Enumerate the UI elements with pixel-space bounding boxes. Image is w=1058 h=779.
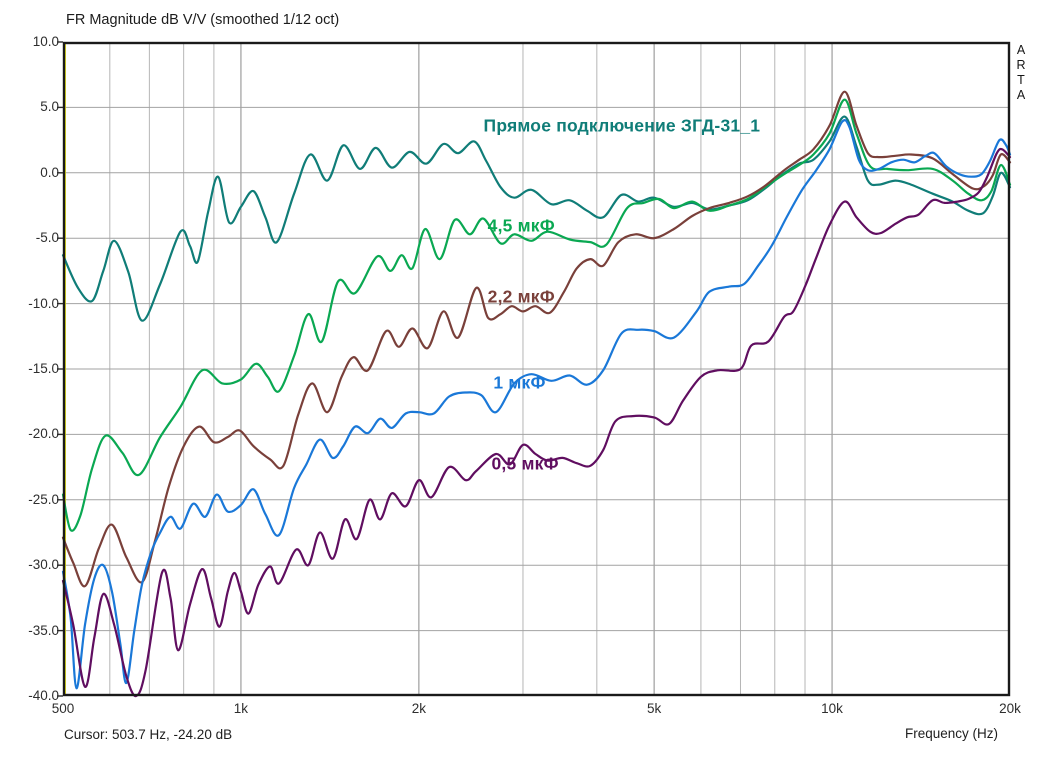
fr-magnitude-plot[interactable] [57,41,1012,698]
watermark-letter: A [1016,88,1026,102]
y-tick-label: -25.0 [28,491,59,507]
x-tick-label: 20k [999,701,1021,716]
x-axis-title: Frequency (Hz) [905,726,999,741]
curve-cap-0-5-uF [61,147,1012,698]
watermark-letter: R [1016,58,1026,72]
x-tick-label: 2k [411,701,426,716]
curve-cap-2-2-uF [61,90,1012,588]
y-tick-label: 5.0 [40,99,59,115]
y-tick-label: -20.0 [28,426,59,442]
y-tick-label: -5.0 [35,230,59,246]
y-tick-label: -40.0 [28,688,59,703]
plot-border [62,41,1011,697]
curve-cap-1-uF [61,119,1012,690]
y-tick-label: 10.0 [32,34,59,49]
curve-cap-4-5-uF [61,98,1012,532]
x-tick-label: 5k [646,701,662,716]
watermark-letter: A [1016,43,1026,57]
y-tick-label: -35.0 [28,622,59,638]
y-tick-label: -30.0 [28,557,59,573]
y-tick-label: -15.0 [28,361,59,376]
curve-direct-connection [61,115,1012,322]
cursor-readout: Cursor: 503.7 Hz, -24.20 dB [64,727,233,742]
x-tick-label: 10k [821,701,843,716]
watermark-letter: T [1017,73,1025,87]
y-tick-label: 0.0 [40,164,59,180]
chart-title: FR Magnitude dB V/V (smoothed 1/12 oct) [66,12,340,28]
y-tick-label: -10.0 [28,295,59,311]
x-tick-label: 1k [233,701,249,716]
x-tick-label: 500 [51,701,75,716]
